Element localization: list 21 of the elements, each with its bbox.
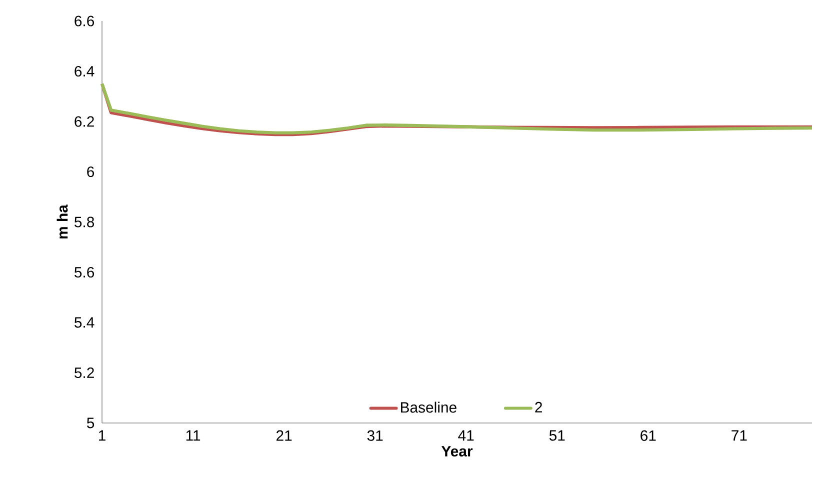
x-tick-label: 21 xyxy=(276,430,292,441)
x-tick-label: 71 xyxy=(732,430,747,441)
x-tick-label: 1 xyxy=(98,430,106,441)
y-tick-label: 5 xyxy=(86,418,94,428)
x-tick-label: 41 xyxy=(458,430,474,441)
x-tick-label: 51 xyxy=(549,430,565,441)
legend-label: Baseline xyxy=(400,402,456,413)
legend-label: 2 xyxy=(535,402,542,412)
x-tick-label: 61 xyxy=(640,430,656,441)
y-tick-label: 5.4 xyxy=(74,317,94,328)
y-tick-label: 6.4 xyxy=(74,66,94,77)
y-tick-label: 6 xyxy=(87,166,94,178)
y-tick-label: 5.2 xyxy=(74,367,94,378)
y-tick-label: 5.8 xyxy=(74,216,94,228)
x-tick-label: 11 xyxy=(186,430,200,441)
x-axis-title: Year xyxy=(441,446,473,456)
y-tick-label: 6.6 xyxy=(74,16,94,26)
y-axis-title: m ha xyxy=(56,204,68,238)
y-tick-label: 6.2 xyxy=(74,116,94,127)
x-tick-label: 31 xyxy=(367,430,383,441)
y-tick-label: 5.6 xyxy=(74,266,94,278)
